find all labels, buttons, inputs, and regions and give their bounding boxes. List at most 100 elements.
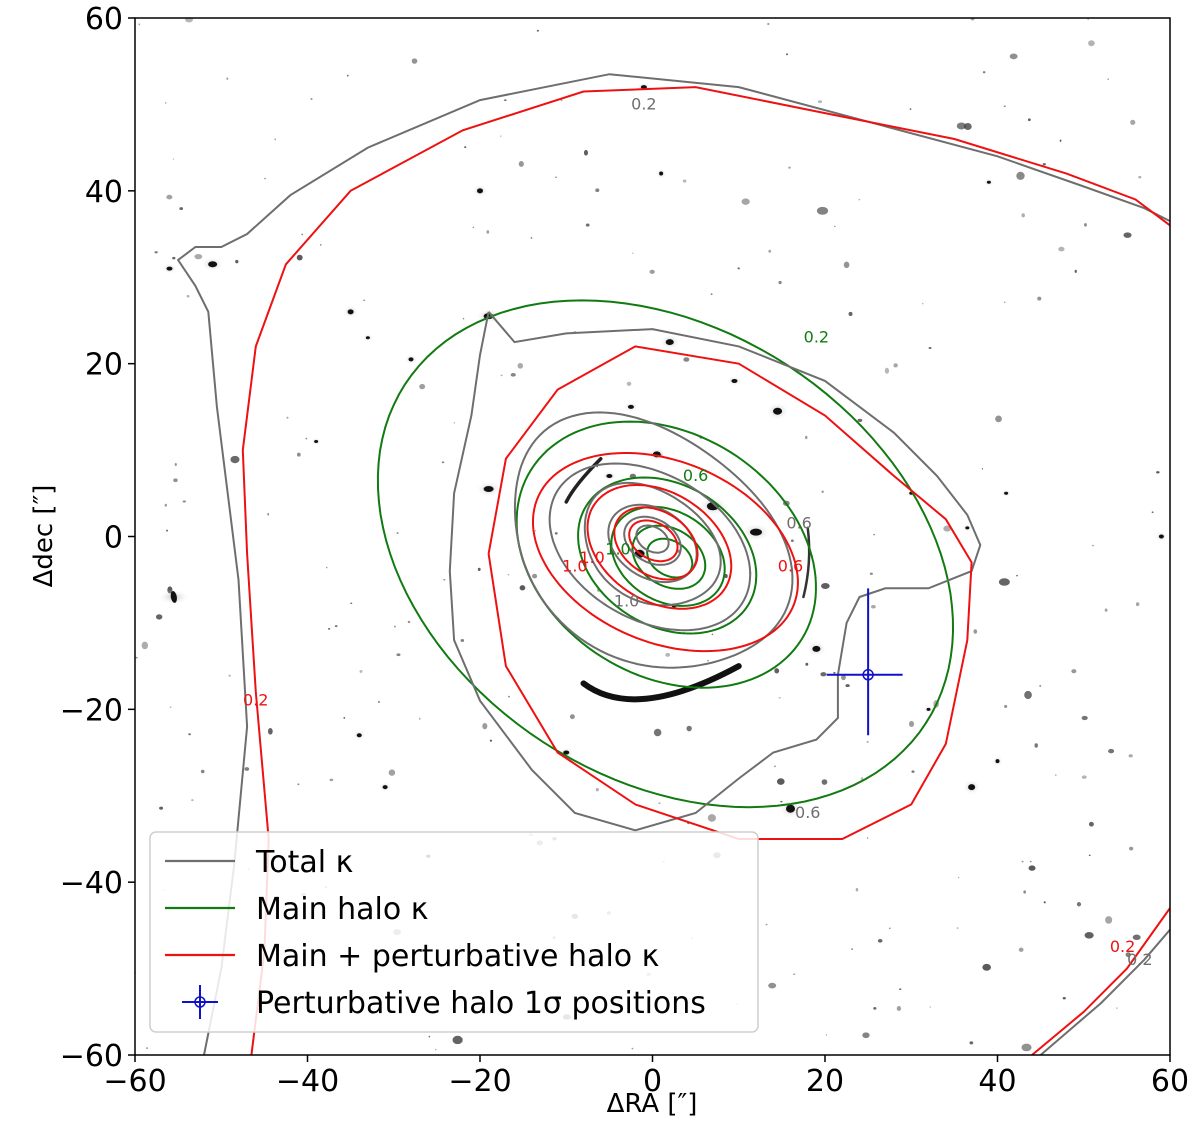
contour-label: 0.2 [631,94,656,113]
background-galaxy [1016,171,1025,180]
background-galaxy [1130,119,1136,125]
background-galaxy [805,662,809,666]
background-galaxy [396,532,399,534]
background-galaxy [1084,223,1087,227]
cluster-galaxy [731,378,738,383]
background-galaxy [982,963,991,971]
background-galaxy [595,188,600,193]
background-galaxy [982,71,986,74]
background-galaxy [296,452,301,457]
contour-total [513,411,794,669]
cluster-galaxy [968,784,976,791]
background-galaxy [683,357,690,362]
background-galaxy [1034,743,1038,748]
background-galaxy [536,29,539,32]
background-galaxy [1016,574,1018,577]
background-galaxy [893,363,898,368]
background-galaxy [851,948,853,950]
background-galaxy [653,728,662,737]
background-galaxy [244,767,250,771]
contour-main-halo [515,420,817,689]
background-galaxy [805,435,808,440]
background-galaxy [1042,163,1047,166]
cluster-galaxy [1004,491,1009,495]
background-galaxy [173,478,178,483]
contour-total [635,524,670,554]
cluster-galaxy [563,750,570,755]
background-galaxy [1088,854,1091,857]
contour-pert [586,483,733,610]
background-galaxy [956,927,959,929]
contour-pert-0.2 [1031,907,1170,1055]
background-galaxy [159,806,164,810]
background-galaxy [1058,246,1065,252]
background-galaxy [1156,471,1160,474]
background-galaxy [179,207,184,211]
background-galaxy [790,539,794,543]
background-galaxy [866,741,869,743]
legend: Total κ Main halo κ Main + perturbative ha… [149,831,759,1033]
background-galaxy [995,415,1002,423]
contour-total-0.2 [1039,929,1170,1055]
background-galaxy [833,671,836,674]
contour-label: 0.6 [795,803,820,822]
x-tick-label: −20 [448,1064,511,1099]
contour-label: 0.2 [1110,937,1135,956]
background-galaxy [768,249,772,253]
background-galaxy [845,684,850,688]
lensed-arc [580,663,742,703]
background-galaxy [1151,511,1154,514]
background-galaxy [510,373,516,377]
background-galaxy [1135,602,1140,607]
cluster-galaxy [477,188,483,194]
background-galaxy [154,251,158,254]
background-galaxy [441,461,445,464]
background-galaxy [1027,118,1031,122]
lensed-arc [802,526,811,599]
background-galaxy [1081,715,1088,721]
contour-pert [487,345,973,840]
background-galaxy [396,653,401,657]
background-galaxy [435,1048,437,1051]
background-galaxy [595,787,599,792]
background-galaxy [264,177,266,180]
background-galaxy [393,625,396,628]
background-galaxy [909,108,912,111]
background-galaxy [963,123,972,131]
background-galaxy [1076,902,1082,907]
background-galaxy [1084,932,1094,939]
cluster-galaxy [659,171,664,176]
contour-total-0.2 [176,73,1170,1055]
background-galaxy [834,225,836,228]
background-galaxy [347,74,349,77]
background-galaxy [500,374,503,377]
background-galaxy [1116,1007,1118,1009]
background-galaxy [464,146,467,149]
x-tick-label: 0 [643,1064,662,1099]
background-galaxy [343,717,346,719]
cluster-galaxy [606,474,613,479]
contour-total [623,515,682,566]
background-galaxy [768,982,777,989]
background-galaxy [477,567,481,571]
contour-label: 1.0 [605,539,630,558]
background-galaxy [519,585,526,591]
background-galaxy [658,802,661,805]
background-galaxy [774,668,780,674]
background-galaxy [188,733,191,736]
background-galaxy [1123,232,1132,238]
background-galaxy [778,696,781,699]
background-galaxy [274,138,276,141]
background-galaxy [191,799,194,802]
background-galaxy [841,674,846,681]
x-tick-label: 40 [978,1064,1016,1099]
background-galaxy [235,259,239,264]
background-galaxy [773,765,777,768]
background-galaxy [1108,748,1115,754]
background-galaxy [569,714,575,720]
y-tick-label: −20 [60,693,123,728]
background-galaxy [1104,608,1108,612]
background-galaxy [155,614,163,620]
background-galaxy [1138,175,1142,179]
